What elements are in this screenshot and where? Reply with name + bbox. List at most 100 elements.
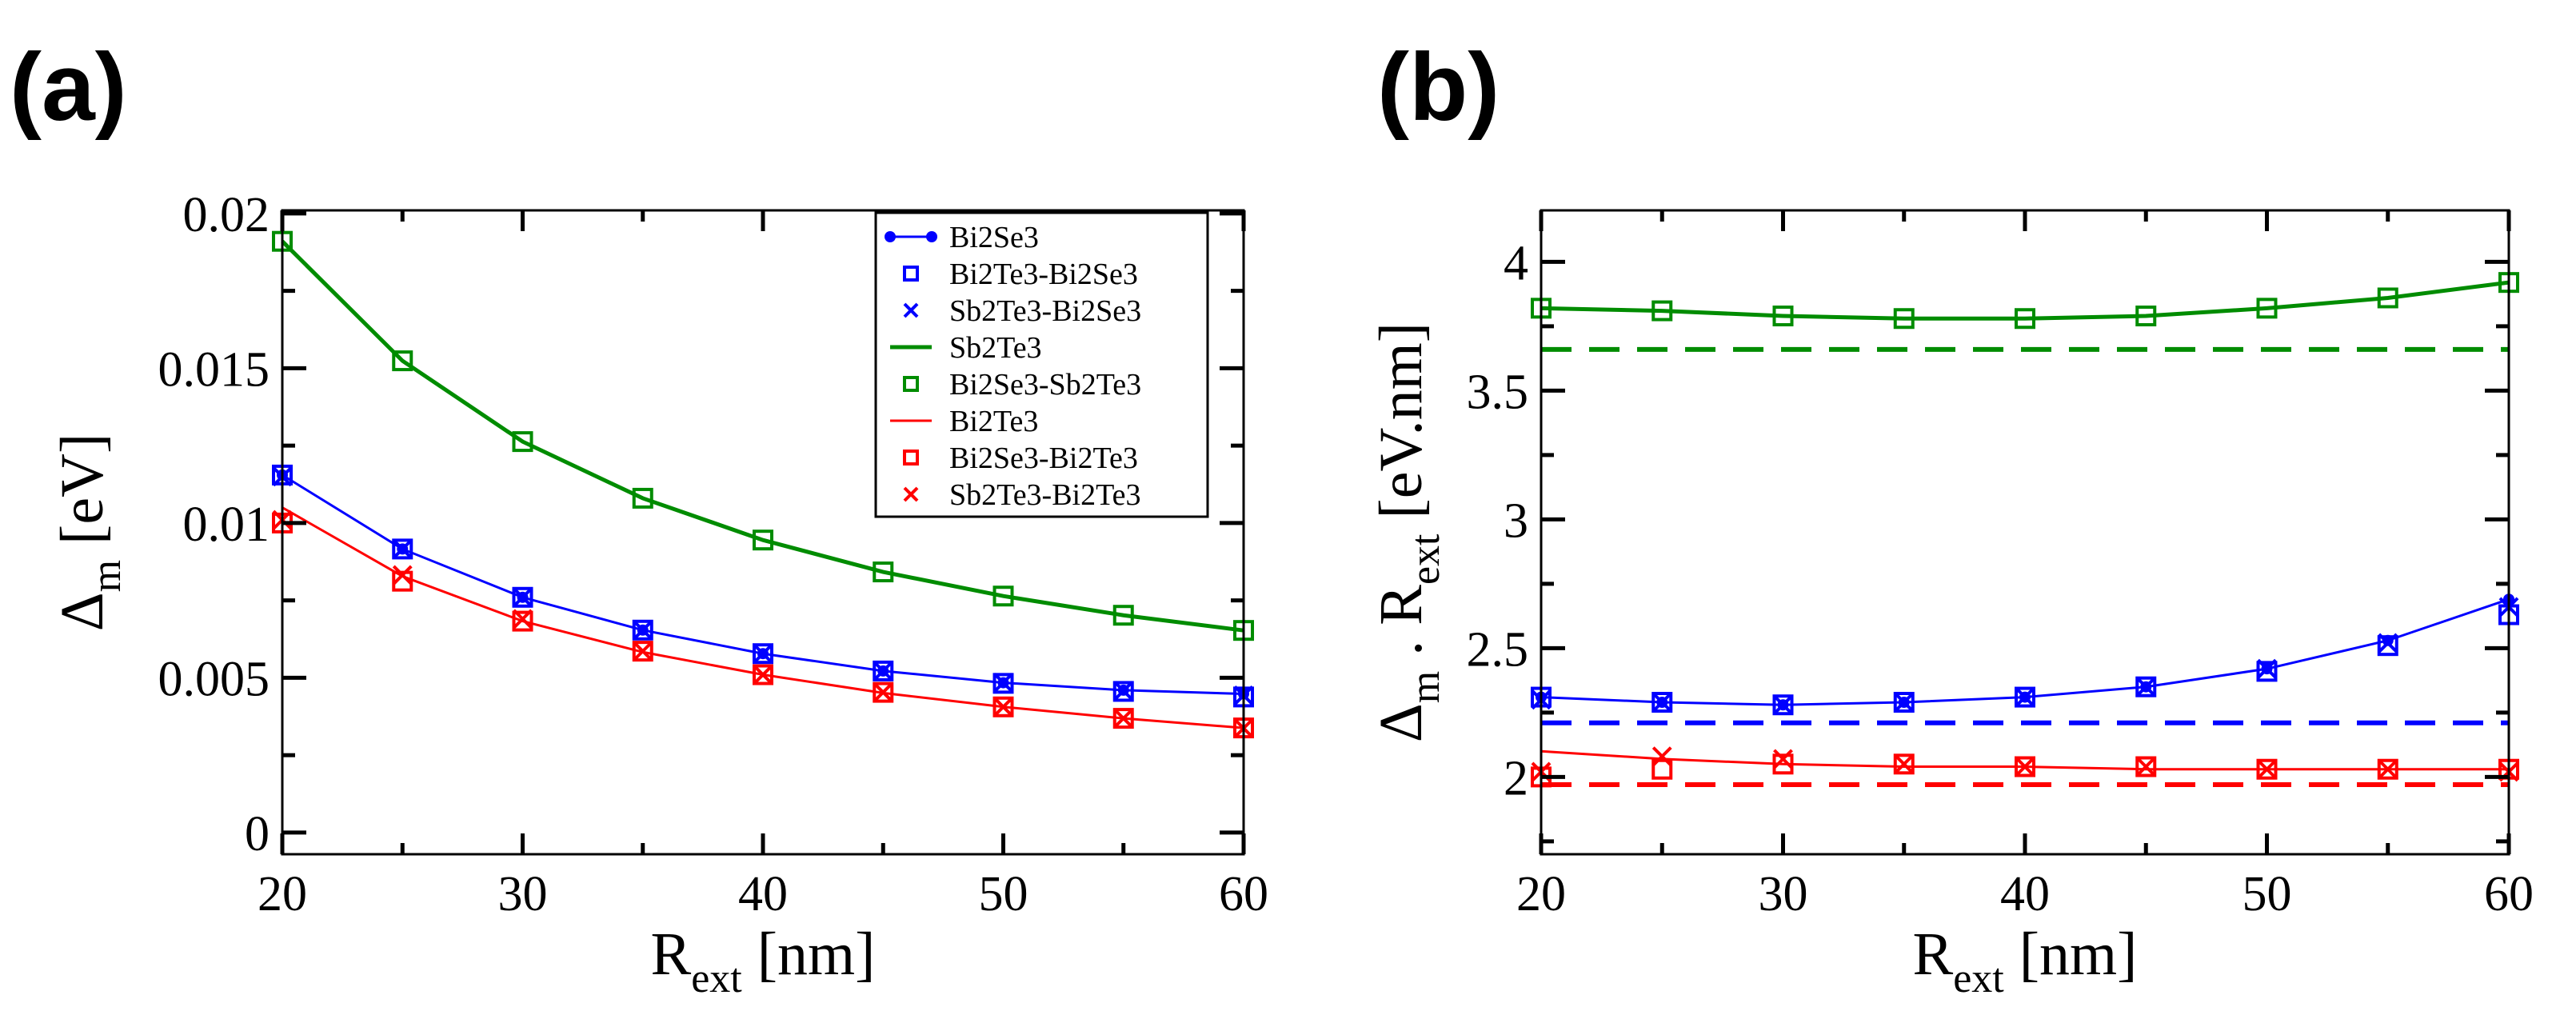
legend: Bi2Se3Bi2Te3-Bi2Se3Sb2Te3-Bi2Se3Sb2Te3Bi… xyxy=(874,211,1209,518)
data-point xyxy=(1651,746,1672,767)
y-tick-label: 0.005 xyxy=(158,652,270,706)
legend-item: Sb2Te3-Bi2Se3 xyxy=(903,294,1141,328)
x-axis-title: Rext [nm] xyxy=(1913,921,2138,1001)
data-point xyxy=(1113,708,1134,729)
legend-label: Sb2Te3 xyxy=(949,331,1042,365)
data-point xyxy=(632,487,653,509)
series-sb2te3-bi2se3 xyxy=(1531,597,2519,715)
data-point xyxy=(2015,757,2035,777)
data-point xyxy=(1893,308,1915,330)
data-point xyxy=(992,585,1014,607)
data-point xyxy=(1112,708,1134,729)
legend-item: Bi2Te3-Bi2Se3 xyxy=(903,258,1138,291)
series-sb2te3 xyxy=(1540,280,2510,321)
data-point xyxy=(1893,692,1915,713)
data-point xyxy=(1772,753,1794,775)
y-axis-title: Δm [eV] xyxy=(49,434,130,632)
data-point xyxy=(1651,300,1673,322)
data-point xyxy=(2378,633,2398,653)
x-tick-label: 20 xyxy=(1516,867,1566,921)
data-point xyxy=(1894,692,1915,713)
data-point xyxy=(753,643,773,664)
data-point xyxy=(992,696,1014,717)
data-point xyxy=(632,619,653,641)
data-point xyxy=(1112,605,1134,626)
axis-title-subscript: ext xyxy=(1403,533,1448,585)
data-point xyxy=(2015,686,2035,708)
data-point xyxy=(1773,694,1793,715)
data-point xyxy=(873,660,894,681)
legend-item: Bi2Se3 xyxy=(885,221,1039,254)
legend-marker-swatch xyxy=(903,450,919,466)
data-point xyxy=(873,681,894,703)
x-tick-label: 60 xyxy=(1219,867,1268,921)
legend-marker-swatch xyxy=(903,376,919,392)
legend-marker-swatch xyxy=(903,302,919,318)
data-point xyxy=(1772,306,1794,327)
y-tick-label: 0.02 xyxy=(183,188,270,242)
legend-marker-swatch xyxy=(903,266,919,282)
y-tick-label: 4 xyxy=(1504,236,1528,290)
data-point xyxy=(513,609,533,629)
axis-title-part: R xyxy=(1913,921,1954,988)
legend-box xyxy=(874,211,1209,518)
series-line xyxy=(281,239,1244,633)
data-point xyxy=(1893,753,1915,775)
y-tick-label: 3 xyxy=(1504,494,1528,548)
axis-title-part: Δ xyxy=(1368,703,1435,742)
data-point xyxy=(1651,758,1673,780)
y-tick-label: 0 xyxy=(245,807,270,861)
data-point xyxy=(992,673,1014,694)
y-tick-label: 2 xyxy=(1504,751,1528,805)
data-point xyxy=(993,697,1013,717)
data-point xyxy=(1772,694,1794,716)
legend-label: Bi2Te3-Bi2Se3 xyxy=(949,258,1138,291)
data-point xyxy=(753,643,773,665)
axis-title-part: [nm] xyxy=(2004,921,2138,988)
data-point xyxy=(2377,758,2398,780)
data-point xyxy=(512,431,533,453)
data-point xyxy=(513,587,533,608)
data-point xyxy=(2015,308,2035,330)
legend-item: Sb2Te3 xyxy=(890,331,1042,365)
data-point xyxy=(1894,753,1915,774)
x-tick-label: 20 xyxy=(258,867,307,921)
axis-title-part: [eV.nm] xyxy=(1368,322,1435,534)
data-point xyxy=(2015,756,2035,777)
data-point xyxy=(1651,692,1672,713)
legend-dot-swatch xyxy=(926,231,937,242)
data-point xyxy=(512,610,533,632)
series-sb2te3-bi2se3 xyxy=(272,466,1254,705)
y-axis-title: Δm . Rext [eV.nm] xyxy=(1368,322,1448,742)
x-tick-label: 30 xyxy=(498,867,548,921)
data-point xyxy=(1773,749,1793,769)
data-point xyxy=(2135,757,2156,777)
data-point xyxy=(2256,661,2278,682)
data-point xyxy=(2257,759,2277,780)
legend-label: Sb2Te3-Bi2Te3 xyxy=(949,478,1141,512)
series-bi2se3-sb2te3 xyxy=(272,230,1254,641)
legend-label: Bi2Se3-Sb2Te3 xyxy=(949,368,1141,402)
axis-title-subscript: m xyxy=(1403,671,1448,703)
y-tick-label: 3.5 xyxy=(1467,365,1529,419)
data-point xyxy=(392,538,413,559)
data-point xyxy=(2257,658,2277,679)
data-point xyxy=(873,661,893,681)
data-point xyxy=(2135,756,2157,777)
axis-title-part: [eV] xyxy=(49,434,116,560)
x-axis-title: Rext [nm] xyxy=(651,921,876,1001)
legend-label: Bi2Te3 xyxy=(949,405,1038,438)
data-point xyxy=(2256,298,2278,319)
data-point xyxy=(2377,635,2398,657)
data-point xyxy=(392,570,413,592)
axis-title-part: Δ xyxy=(49,592,116,631)
data-point xyxy=(2256,758,2278,780)
data-point xyxy=(2135,306,2157,327)
y-tick-label: 2.5 xyxy=(1467,622,1529,677)
series-sb2te3-bi2te3 xyxy=(1531,746,2519,782)
axis-title-part: R xyxy=(651,921,692,988)
data-point xyxy=(993,673,1013,693)
legend-item: Sb2Te3-Bi2Te3 xyxy=(903,478,1141,512)
legend-marker-swatch xyxy=(903,486,919,502)
